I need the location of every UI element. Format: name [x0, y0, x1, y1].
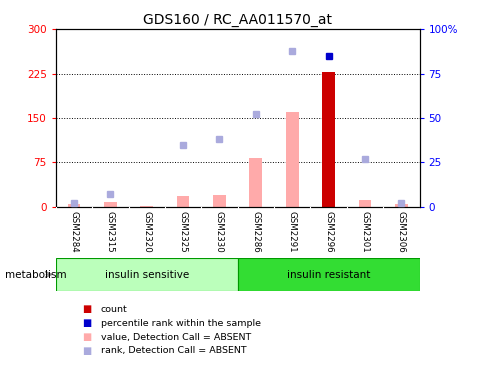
Bar	[285, 112, 298, 207]
Bar	[358, 200, 371, 207]
Text: insulin resistant: insulin resistant	[287, 269, 369, 280]
Text: rank, Detection Call = ABSENT: rank, Detection Call = ABSENT	[101, 347, 246, 355]
Text: GSM2301: GSM2301	[360, 211, 369, 253]
Bar	[394, 205, 407, 207]
Bar	[176, 196, 189, 207]
Text: insulin sensitive: insulin sensitive	[105, 269, 188, 280]
Text: count: count	[101, 305, 127, 314]
Bar	[140, 206, 153, 207]
Text: GSM2320: GSM2320	[142, 211, 151, 253]
Bar	[321, 72, 334, 207]
Text: GSM2325: GSM2325	[178, 211, 187, 253]
Text: GSM2306: GSM2306	[396, 211, 405, 253]
Bar	[212, 195, 226, 207]
Text: ■: ■	[82, 332, 91, 342]
Text: GSM2291: GSM2291	[287, 211, 296, 253]
Text: percentile rank within the sample: percentile rank within the sample	[101, 319, 260, 328]
Text: ■: ■	[82, 318, 91, 328]
Text: GSM2284: GSM2284	[69, 211, 78, 253]
Text: metabolism: metabolism	[5, 269, 66, 280]
Bar	[249, 158, 262, 207]
Text: GSM2315: GSM2315	[106, 211, 115, 253]
Bar	[67, 204, 80, 207]
Bar	[56, 258, 237, 291]
Text: ■: ■	[82, 346, 91, 356]
Text: ■: ■	[82, 304, 91, 314]
Text: value, Detection Call = ABSENT: value, Detection Call = ABSENT	[101, 333, 251, 341]
Text: GSM2286: GSM2286	[251, 211, 260, 253]
Bar	[104, 202, 117, 207]
Bar	[237, 258, 419, 291]
Text: GSM2330: GSM2330	[214, 211, 224, 253]
Text: GSM2296: GSM2296	[323, 211, 333, 253]
Text: GDS160 / RC_AA011570_at: GDS160 / RC_AA011570_at	[143, 13, 332, 27]
